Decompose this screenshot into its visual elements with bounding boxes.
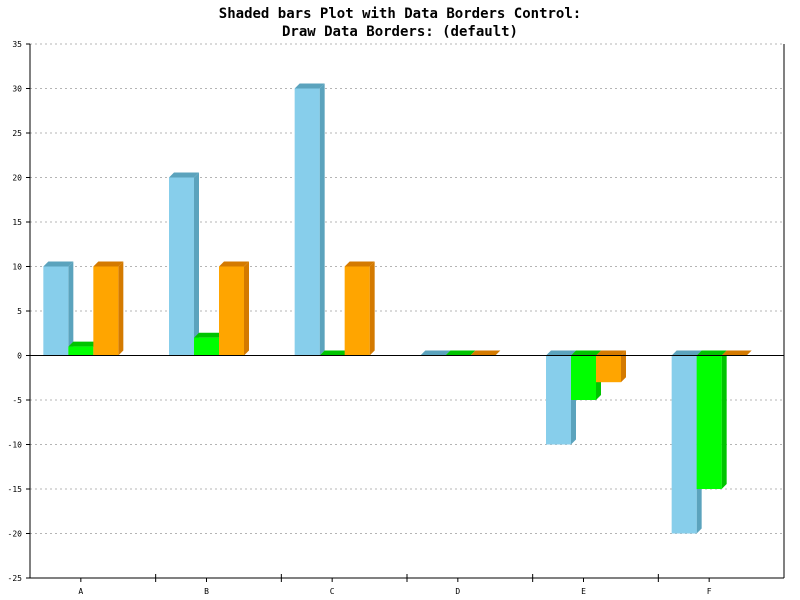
bar-top — [294, 83, 325, 89]
chart-title-line-1: Shaded bars Plot with Data Borders Contr… — [218, 6, 582, 22]
bar-top — [43, 261, 74, 267]
y-tick-label: -15 — [8, 485, 23, 494]
bar-top — [721, 350, 752, 356]
x-tick-label: B — [204, 587, 209, 596]
bar-side — [118, 261, 124, 356]
bar — [294, 88, 320, 356]
bar — [169, 177, 194, 356]
bar-top — [596, 350, 626, 356]
y-tick-label: -20 — [8, 530, 23, 539]
bar — [68, 346, 94, 356]
y-tick-label: 30 — [12, 85, 22, 94]
x-tick-label: A — [78, 587, 83, 596]
bar — [596, 355, 621, 383]
y-tick-label: 15 — [12, 218, 22, 227]
y-tick-label: 10 — [12, 263, 22, 272]
bar — [194, 337, 219, 356]
bar-top — [344, 261, 375, 267]
bar — [571, 355, 596, 400]
bar-side — [68, 261, 74, 356]
bar — [43, 266, 69, 356]
y-tick-label: 5 — [17, 307, 22, 316]
bar-top — [219, 261, 249, 267]
bar-side — [369, 261, 375, 356]
bar — [671, 355, 697, 534]
x-tick-label: F — [707, 587, 712, 596]
bar-top — [571, 350, 601, 356]
bar-top — [445, 350, 476, 356]
bar-side — [721, 350, 727, 489]
bar — [546, 355, 571, 445]
y-tick-label: 35 — [12, 40, 22, 49]
bar — [344, 266, 370, 356]
bar-top — [420, 350, 451, 356]
bar-top — [671, 350, 702, 356]
x-tick-label: E — [581, 587, 586, 596]
bar-side — [319, 83, 325, 356]
bar-top — [93, 261, 124, 267]
y-tick-label: 0 — [17, 352, 22, 361]
y-tick-label: -5 — [12, 396, 22, 405]
x-tick-label: D — [455, 587, 460, 596]
x-tick-label: C — [330, 587, 335, 596]
bar — [219, 266, 244, 356]
bar-top — [169, 172, 199, 178]
chart-title-line-2: Draw Data Borders: (default) — [281, 24, 518, 40]
y-tick-label: 20 — [12, 174, 22, 183]
bar-top — [696, 350, 727, 356]
bar-top — [546, 350, 576, 356]
y-tick-label: 25 — [12, 129, 22, 138]
bar-side — [244, 261, 249, 356]
bar-top — [194, 332, 224, 338]
bar-top — [470, 350, 501, 356]
y-tick-label: -25 — [8, 574, 23, 583]
bar — [93, 266, 119, 356]
y-tick-label: -10 — [8, 441, 23, 450]
bar-top — [68, 341, 99, 347]
bar-top — [319, 350, 350, 356]
bar — [696, 355, 722, 489]
bar-side — [194, 172, 199, 356]
bar-side — [621, 350, 626, 383]
